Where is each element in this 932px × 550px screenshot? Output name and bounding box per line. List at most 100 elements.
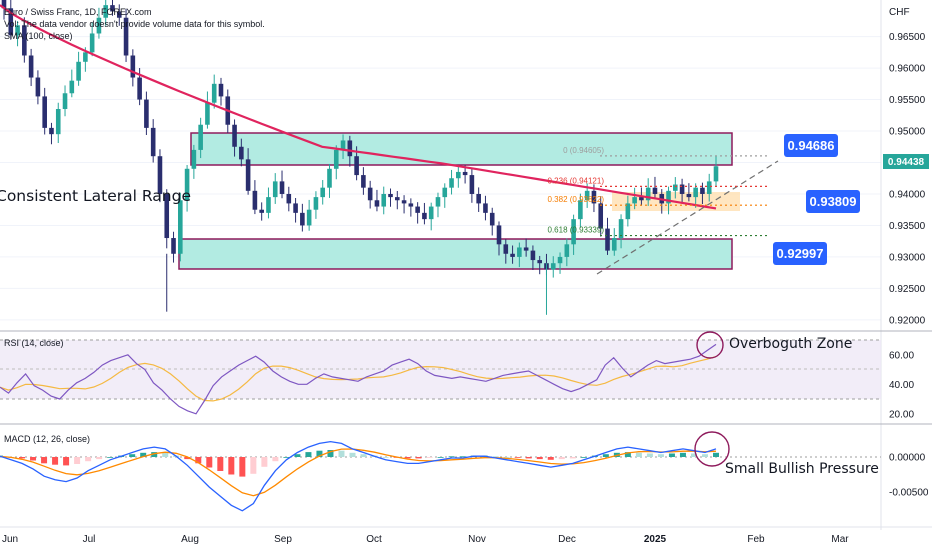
candle-body [191, 149, 197, 169]
candle-body [8, 8, 14, 36]
macd-legend: MACD (12, 26, close) [4, 434, 90, 444]
macd-tick-label: -0.00500 [889, 488, 929, 499]
candle-body [300, 212, 305, 226]
candle-body [279, 181, 285, 194]
fib-level-label: 0.382 (0.93822) [548, 195, 605, 204]
time-tick-label: Feb [747, 534, 765, 545]
candle-body [259, 209, 264, 213]
macd-signal-line [0, 448, 717, 497]
upper-range-box [190, 132, 733, 166]
candle-body [571, 219, 576, 245]
macd-histogram-bar [228, 457, 235, 475]
candle-body [293, 203, 298, 213]
candle-body [679, 184, 685, 194]
price-axis[interactable]: CHF 0.965000.960000.955000.950000.945000… [880, 0, 929, 530]
range-annotation: Consistent Lateral Range [0, 187, 191, 205]
candle-body [178, 200, 183, 254]
candle-body [110, 5, 115, 12]
time-tick-label: Oct [366, 534, 382, 545]
macd-histogram-bar [547, 457, 554, 460]
macd-histogram-bar [569, 457, 576, 459]
macd-histogram-bar [294, 454, 301, 457]
candle-body [408, 203, 414, 207]
price-pane: 0 (0.94605) 0.236 (0.94121) 0.382 (0.93822… [0, 0, 881, 321]
macd-tick-label: 0.00000 [889, 453, 926, 464]
candle-body [116, 11, 122, 18]
macd-histogram-bar [448, 456, 455, 458]
time-tick-label: 2025 [644, 534, 667, 545]
time-tick-label: Jul [83, 534, 96, 545]
time-axis[interactable]: Jun Jul Aug Sep Oct Nov Dec 2025 Feb Mar [2, 534, 849, 545]
label-mid: 0.93809 [806, 190, 860, 213]
sma-legend: SMA (100, close) [4, 31, 73, 41]
candle-body [530, 250, 536, 261]
candle-body [272, 181, 278, 198]
macd-histogram-bar [503, 457, 510, 458]
candle-body [306, 209, 312, 226]
candle-body [42, 96, 47, 128]
candle-body [164, 193, 170, 239]
candle-body [28, 55, 34, 78]
candle-body [442, 187, 448, 198]
candle-body [89, 33, 95, 53]
bullish-annotation: Small Bullish Pressure [725, 461, 879, 477]
macd-histogram-bar [492, 456, 499, 458]
time-tick-label: Nov [468, 534, 486, 545]
macd-histogram-bar [635, 452, 642, 457]
macd-histogram-bar [261, 457, 268, 467]
candle-body [673, 184, 678, 191]
candle-body [706, 181, 712, 194]
time-tick-label: Aug [181, 534, 199, 545]
candle-body [35, 77, 41, 97]
macd-histogram-bar [382, 457, 389, 458]
candle-body [211, 83, 217, 103]
macd-histogram-bar [624, 452, 631, 457]
rsi-tick-label: 60.00 [889, 350, 914, 361]
candle-body [157, 156, 163, 194]
price-tick-label: 0.95000 [889, 127, 926, 138]
macd-histogram-bar [151, 452, 158, 457]
fib-level-label: 0 (0.94605) [563, 146, 604, 155]
label-top: 0.94686 [784, 134, 838, 157]
candle-body [266, 197, 271, 213]
candle-body [137, 77, 142, 100]
candle-body [327, 168, 332, 188]
candle-body [96, 17, 102, 34]
candle-body [449, 178, 454, 188]
symbol-title: Euro / Swiss Franc, 1D, FOREX.com [4, 7, 152, 17]
price-tick-label: 0.96000 [889, 64, 926, 75]
candle-body [367, 187, 373, 201]
candle-body [239, 146, 244, 160]
candle-body [340, 140, 346, 150]
candle-body [611, 238, 617, 251]
price-tick-label: 0.93500 [889, 221, 926, 232]
candle-body [489, 212, 495, 226]
time-tick-label: Mar [831, 534, 849, 545]
label-mid-text: 0.93809 [810, 194, 857, 209]
price-tick-label: 0.92000 [889, 315, 926, 326]
candle-body [22, 25, 27, 56]
currency-label: CHF [889, 7, 910, 18]
price-grid [0, 36, 881, 321]
candle-body [320, 187, 326, 198]
macd-histogram-bar [525, 457, 532, 459]
candle-body [550, 263, 556, 270]
candle-body [605, 228, 610, 251]
macd-histogram-bar [96, 457, 103, 460]
candle-body [347, 140, 353, 157]
rsi-legend: RSI (14, close) [4, 338, 64, 348]
candle-body [286, 193, 292, 204]
macd-histogram-bar [668, 453, 675, 457]
macd-histogram-bar [129, 454, 136, 457]
macd-histogram-bar [646, 453, 653, 457]
candle-body [686, 193, 692, 198]
candle-body [245, 159, 251, 191]
time-tick-label: Sep [274, 534, 292, 545]
macd-histogram-bar [426, 457, 433, 458]
rsi-tick-label: 20.00 [889, 409, 914, 420]
macd-histogram-bar [19, 457, 26, 459]
bullish-circle [694, 431, 730, 467]
candle-body [510, 253, 515, 257]
price-tick-labels: 0.965000.960000.955000.950000.945000.940… [889, 32, 926, 326]
